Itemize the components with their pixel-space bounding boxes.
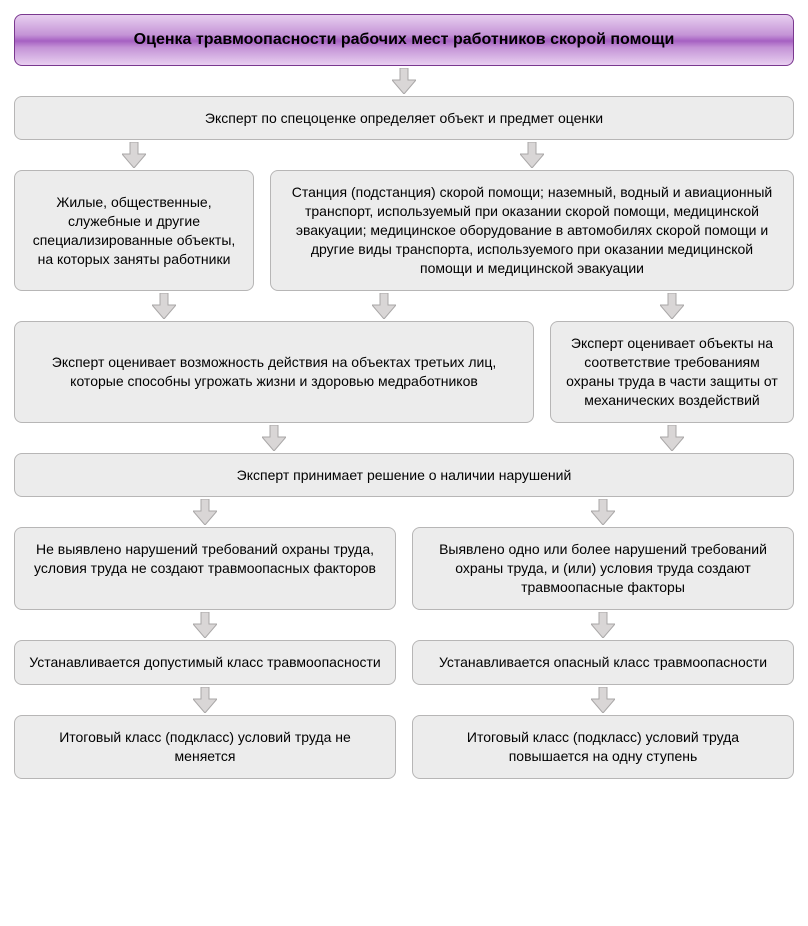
- node-mechanical-protection: Эксперт оценивает объекты на соответстви…: [550, 321, 794, 423]
- down-arrow-icon: [152, 293, 176, 319]
- down-arrow-icon: [193, 687, 217, 713]
- node-decision-violations: Эксперт принимает решение о наличии нару…: [14, 453, 794, 498]
- arrow-row: [412, 497, 794, 527]
- node-class-raised: Итоговый класс (подкласс) условий труда …: [412, 715, 794, 779]
- down-arrow-icon: [122, 142, 146, 168]
- down-arrow-icon: [591, 499, 615, 525]
- down-arrow-icon: [193, 499, 217, 525]
- down-arrow-icon: [193, 612, 217, 638]
- arrow-row: [14, 497, 396, 527]
- node-residential-objects: Жилые, общественные, служебные и другие …: [14, 170, 254, 290]
- down-arrow-icon: [262, 425, 286, 451]
- arrow-row: [550, 291, 794, 321]
- node-no-violations: Не выявлено нарушений требований охраны …: [14, 527, 396, 610]
- down-arrow-icon: [660, 293, 684, 319]
- arrow-row: [270, 140, 794, 170]
- node-station-transport: Станция (подстанция) скорой помощи; назе…: [270, 170, 794, 290]
- down-arrow-icon: [591, 687, 615, 713]
- down-arrow-icon: [591, 612, 615, 638]
- flowchart-header: Оценка травмоопасности рабочих мест рабо…: [14, 14, 794, 66]
- arrow-row: [14, 66, 794, 96]
- node-acceptable-class: Устанавливается допустимый класс травмоо…: [14, 640, 396, 685]
- flowchart-canvas: Оценка травмоопасности рабочих мест рабо…: [14, 14, 794, 779]
- arrow-row: [412, 610, 794, 640]
- arrow-row: [14, 291, 534, 321]
- down-arrow-icon: [660, 425, 684, 451]
- arrow-row: [14, 140, 254, 170]
- down-arrow-icon: [392, 68, 416, 94]
- arrow-row: [14, 685, 396, 715]
- node-third-parties: Эксперт оценивает возможность действия н…: [14, 321, 534, 423]
- node-dangerous-class: Устанавливается опасный класс травмоопас…: [412, 640, 794, 685]
- node-class-unchanged: Итоговый класс (подкласс) условий труда …: [14, 715, 396, 779]
- down-arrow-icon: [372, 293, 396, 319]
- arrow-row: [14, 423, 534, 453]
- arrow-row: [14, 610, 396, 640]
- node-violations-found: Выявлено одно или более нарушений требов…: [412, 527, 794, 610]
- arrow-row: [412, 685, 794, 715]
- arrow-row: [550, 423, 794, 453]
- down-arrow-icon: [520, 142, 544, 168]
- node-expert-defines: Эксперт по спецоценке определяет объект …: [14, 96, 794, 141]
